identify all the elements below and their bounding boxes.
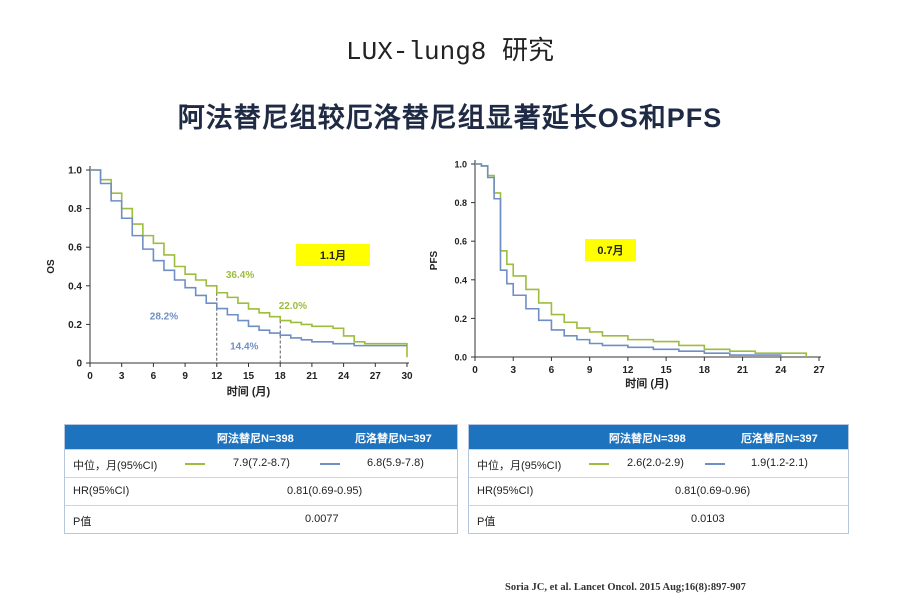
- pfs-highlight-box: [585, 239, 636, 261]
- os-x-tick-label: 27: [370, 371, 382, 382]
- os-km-chart: 0 3 6 9 12 15 18 21 24 27 30 0 0.2 0.4 0.6 0.8 1.0 时间 (月)…: [46, 166, 413, 399]
- os-highlight-label: 1.1月: [320, 249, 346, 262]
- os-survival-label: 22.0%: [279, 301, 307, 312]
- os-x-tick-label: 0: [87, 371, 93, 382]
- pfs-x-tick-label: 24: [775, 365, 787, 376]
- os-row-hr: HR(95%CI) 0.81(0.69-0.95): [65, 477, 457, 505]
- os-median-afatinib: 7.9(7.2-8.7): [233, 457, 290, 469]
- os-y-tick-label: 0.8: [68, 204, 82, 215]
- os-y-tick-label: 0.4: [68, 281, 82, 292]
- os-series-erlotinib-line: [90, 169, 407, 347]
- pfs-x-tick-label: 12: [622, 365, 634, 376]
- os-x-tick-label: 6: [151, 371, 157, 382]
- pfs-hr-value: 0.81(0.69-0.96): [675, 485, 751, 497]
- pfs-p-value: 0.0103: [691, 513, 725, 525]
- os-survival-label: 28.2%: [150, 312, 178, 323]
- os-hr-label: HR(95%CI): [73, 485, 130, 497]
- pfs-hr-label: HR(95%CI): [477, 485, 534, 497]
- pfs-x-tick-label: 27: [813, 365, 825, 376]
- pfs-row-median: 中位，月(95%CI) 2.6(2.0-2.9) 1.9(1.2-2.1): [469, 449, 848, 477]
- erlotinib-line-swatch: [320, 463, 340, 465]
- os-p-value: 0.0077: [305, 513, 339, 525]
- pfs-p-label: P值: [477, 516, 496, 528]
- pfs-x-tick-label: 3: [510, 365, 516, 376]
- os-y-tick-label: 0.2: [68, 320, 82, 331]
- os-hr-value: 0.81(0.69-0.95): [287, 485, 363, 497]
- os-col-afatinib: 阿法替尼N=398: [217, 433, 294, 445]
- os-median-label: 中位，月(95%CI): [73, 460, 158, 472]
- pfs-y-tick-label: 0.8: [454, 198, 467, 208]
- os-x-tick-label: 9: [182, 371, 188, 382]
- os-x-tick-label: 15: [243, 371, 255, 382]
- pfs-x-tick-label: 15: [661, 365, 673, 376]
- pfs-y-tick-label: 0.0: [454, 353, 467, 363]
- pfs-x-tick-label: 9: [587, 365, 593, 376]
- pfs-y-tick-label: 0.4: [454, 275, 467, 285]
- pfs-km-chart: 0 3 6 9 12 15 18 21 24 27 0.0 0.2 0.4 0.6 0.8 1.0 时间 (月)…: [429, 160, 825, 391]
- os-highlight-box: [296, 244, 370, 266]
- afatinib-line-swatch: [185, 463, 205, 465]
- os-row-median: 中位，月(95%CI) 7.9(7.2-8.7) 6.8(5.9-7.8): [65, 449, 457, 477]
- os-survival-label: 36.4%: [226, 270, 254, 281]
- os-series-afatinib-line: [90, 169, 408, 358]
- slide-title-main: 阿法替尼组较厄洛替尼组显著延长OS和PFS: [177, 103, 723, 133]
- pfs-row-p: P值 0.0103: [469, 505, 848, 533]
- pfs-series-afatinib-line: [475, 163, 808, 357]
- os-x-tick-label: 12: [211, 371, 223, 382]
- pfs-row-hr: HR(95%CI) 0.81(0.69-0.96): [469, 477, 848, 505]
- erlotinib-line-swatch: [705, 463, 725, 465]
- pfs-x-axis-label: 时间 (月): [625, 376, 669, 390]
- os-x-axis-label: 时间 (月): [227, 384, 271, 398]
- pfs-median-label: 中位，月(95%CI): [477, 460, 562, 472]
- pfs-results-table: 阿法替尼N=398 厄洛替尼N=397 中位，月(95%CI) 2.6(2.0-…: [468, 424, 849, 534]
- os-x-tick-label: 30: [401, 371, 413, 382]
- os-results-table: 阿法替尼N=398 厄洛替尼N=397 中位，月(95%CI) 7.9(7.2-…: [64, 424, 458, 534]
- os-y-tick-label: 0: [76, 359, 82, 370]
- citation: Soria JC, et al. Lancet Oncol. 2015 Aug;…: [505, 582, 746, 593]
- pfs-median-erlotinib: 1.9(1.2-2.1): [751, 457, 808, 469]
- os-col-erlotinib: 厄洛替尼N=397: [355, 433, 432, 445]
- os-p-label: P值: [73, 516, 92, 528]
- pfs-highlight-label: 0.7月: [597, 244, 623, 257]
- pfs-median-afatinib: 2.6(2.0-2.9): [627, 457, 684, 469]
- os-median-erlotinib: 6.8(5.9-7.8): [367, 457, 424, 469]
- os-y-axis-label: OS: [46, 259, 57, 274]
- afatinib-line-swatch: [589, 463, 609, 465]
- os-row-p: P值 0.0077: [65, 505, 457, 533]
- slide-title-study: LUX-lung8 研究: [345, 37, 555, 67]
- pfs-x-tick-label: 18: [699, 365, 711, 376]
- pfs-y-tick-label: 1.0: [454, 160, 467, 170]
- os-y-tick-label: 1.0: [68, 166, 82, 177]
- pfs-x-tick-label: 0: [472, 365, 478, 376]
- os-x-tick-label: 21: [306, 371, 318, 382]
- pfs-y-axis-label: PFS: [429, 250, 440, 270]
- pfs-series-erlotinib-line: [475, 163, 782, 357]
- pfs-x-tick-label: 6: [549, 365, 555, 376]
- os-x-tick-label: 18: [275, 371, 287, 382]
- pfs-col-afatinib: 阿法替尼N=398: [609, 433, 686, 445]
- pfs-y-tick-label: 0.2: [454, 314, 467, 324]
- pfs-x-tick-label: 21: [737, 365, 749, 376]
- os-x-tick-label: 24: [338, 371, 350, 382]
- os-survival-label: 14.4%: [230, 341, 258, 352]
- pfs-y-tick-label: 0.6: [454, 237, 467, 247]
- os-x-tick-label: 3: [119, 371, 125, 382]
- pfs-col-erlotinib: 厄洛替尼N=397: [741, 433, 818, 445]
- pfs-table-header: 阿法替尼N=398 厄洛替尼N=397: [469, 425, 848, 449]
- os-y-tick-label: 0.6: [68, 243, 82, 254]
- os-table-header: 阿法替尼N=398 厄洛替尼N=397: [65, 425, 457, 449]
